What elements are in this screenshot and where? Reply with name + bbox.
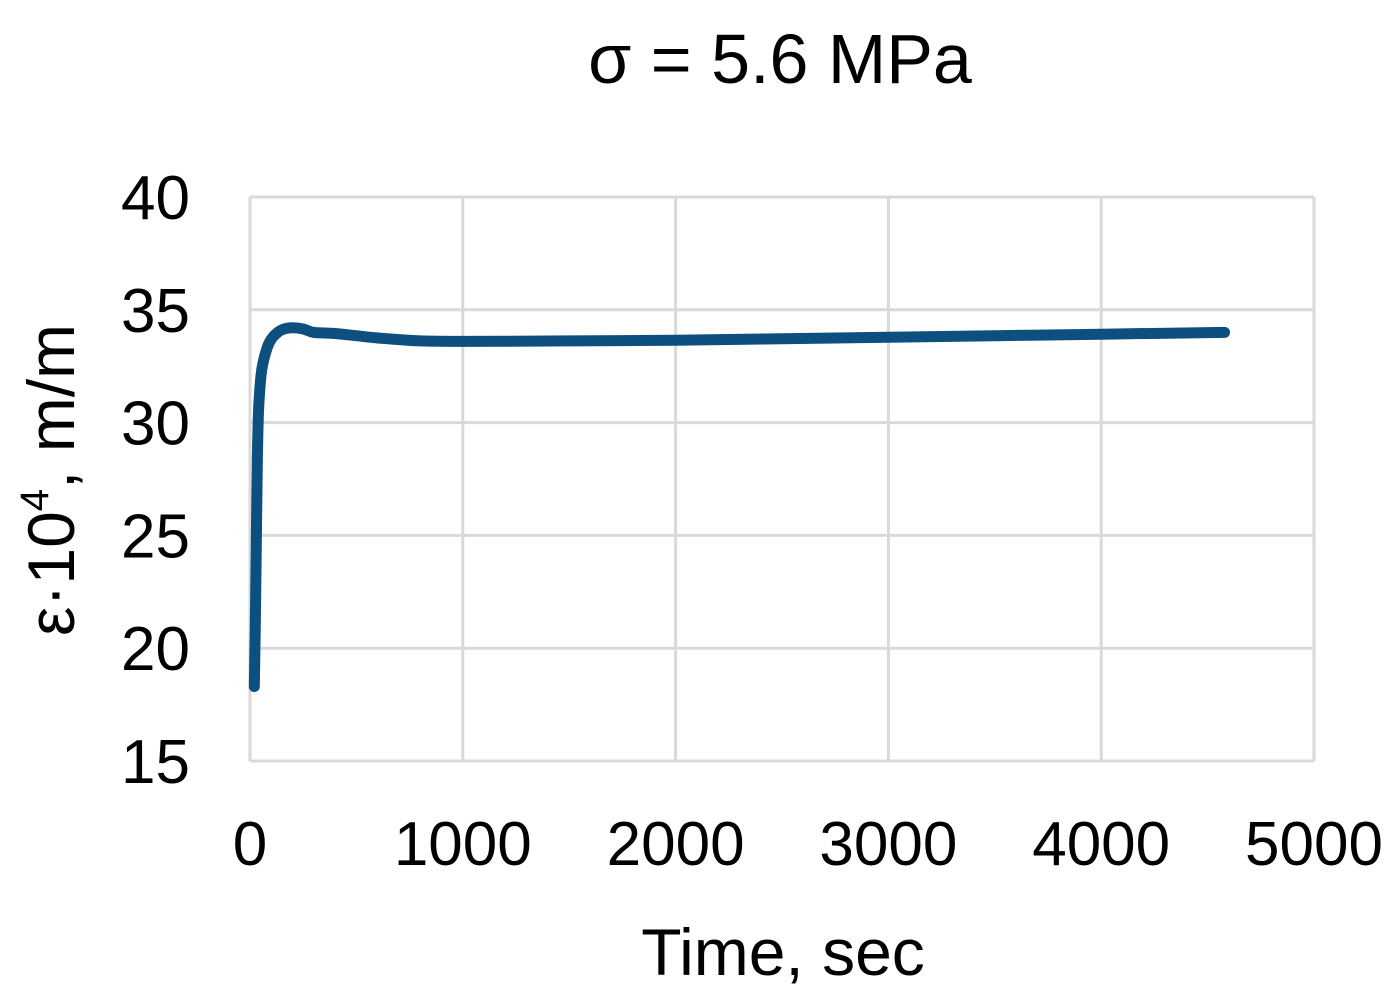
x-tick-label: 4000: [1032, 810, 1170, 879]
x-tick-label: 0: [233, 810, 267, 879]
y-axis-label: ε·104, m/m: [13, 324, 88, 636]
x-tick-label: 2000: [607, 810, 745, 879]
grid-layer: [248, 195, 1316, 763]
x-tick-label: 3000: [819, 810, 957, 879]
x-tick-label: 5000: [1245, 810, 1383, 879]
y-axis-label-main: ε·10: [14, 511, 88, 636]
y-tick-label: 30: [121, 390, 190, 459]
y-axis-label-superscript: 4: [13, 489, 57, 511]
y-tick-label: 40: [121, 164, 190, 233]
y-tick-label: 20: [121, 615, 190, 684]
series-layer: [248, 322, 1231, 693]
y-axis-label-unit: , m/m: [14, 324, 88, 489]
chart-title: σ = 5.6 MPa: [588, 20, 972, 98]
y-tick-label: 15: [121, 728, 190, 797]
strain-series-line: [248, 322, 1231, 693]
y-tick-label: 35: [121, 277, 190, 346]
x-tick-label: 1000: [394, 810, 532, 879]
tick-labels: 0 1000 2000 3000 4000 5000 15 20 25 30 35 40: [121, 164, 1383, 879]
x-axis-label: Time, sec: [641, 915, 925, 989]
y-tick-label: 25: [121, 502, 190, 571]
